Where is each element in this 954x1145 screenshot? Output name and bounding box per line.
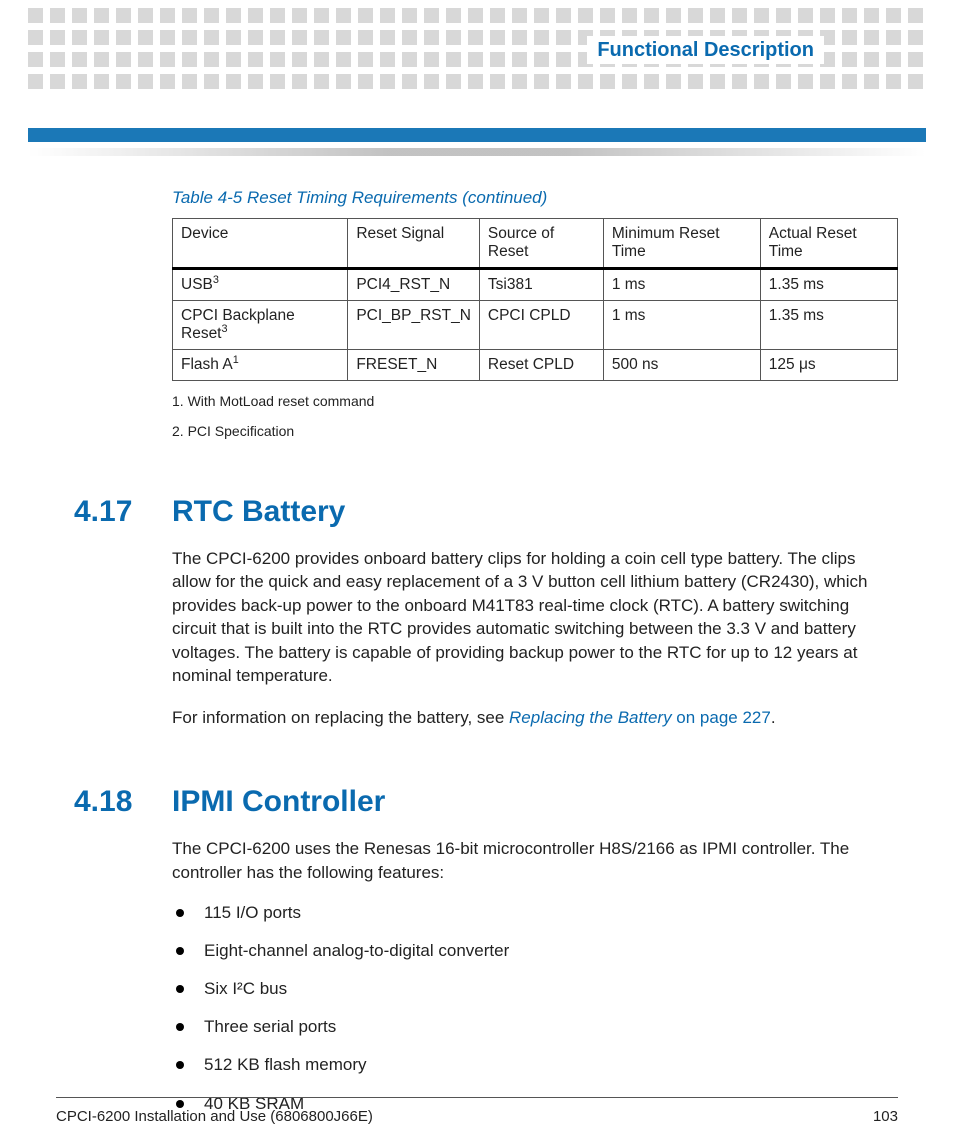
cell-signal: FRESET_N — [348, 350, 480, 381]
body-paragraph: The CPCI-6200 provides onboard battery c… — [172, 547, 898, 688]
body-paragraph: The CPCI-6200 uses the Renesas 16-bit mi… — [172, 837, 898, 884]
cell-min: 1 ms — [603, 269, 760, 301]
table-row: USB3 PCI4_RST_N Tsi381 1 ms 1.35 ms — [173, 269, 898, 301]
section-ipmi-controller: 4.18 IPMI Controller The CPCI-6200 uses … — [172, 785, 898, 1114]
col-min: Minimum Reset Time — [603, 219, 760, 269]
page-footer: CPCI-6200 Installation and Use (6806800J… — [56, 1097, 898, 1125]
footnote: 1. With MotLoad reset command — [172, 393, 898, 409]
table-caption: Table 4-5 Reset Timing Requirements (con… — [172, 188, 898, 208]
table-row: Flash A1 FRESET_N Reset CPLD 500 ns 125 … — [173, 350, 898, 381]
header-bar-gray — [28, 148, 926, 156]
cell-actual: 125 μs — [760, 350, 897, 381]
list-item: Eight-channel analog-to-digital converte… — [176, 940, 898, 962]
cell-actual: 1.35 ms — [760, 301, 897, 350]
cell-signal: PCI_BP_RST_N — [348, 301, 480, 350]
cell-device: Flash A1 — [173, 350, 348, 381]
cell-min: 1 ms — [603, 301, 760, 350]
section-number: 4.18 — [74, 785, 172, 819]
section-title: IPMI Controller — [172, 785, 385, 819]
cell-signal: PCI4_RST_N — [348, 269, 480, 301]
table-footnotes: 1. With MotLoad reset command 2. PCI Spe… — [172, 393, 898, 439]
cross-reference-link[interactable]: on page 227 — [672, 708, 771, 727]
table-row: CPCI Backplane Reset3 PCI_BP_RST_N CPCI … — [173, 301, 898, 350]
col-device: Device — [173, 219, 348, 269]
section-title: RTC Battery — [172, 495, 345, 529]
cell-device: CPCI Backplane Reset3 — [173, 301, 348, 350]
cell-source: CPCI CPLD — [479, 301, 603, 350]
footer-page-number: 103 — [873, 1108, 898, 1125]
header-bar-blue — [28, 128, 926, 142]
cell-source: Tsi381 — [479, 269, 603, 301]
footnote: 2. PCI Specification — [172, 423, 898, 439]
reset-timing-table: Device Reset Signal Source of Reset Mini… — [172, 218, 898, 381]
col-source: Source of Reset — [479, 219, 603, 269]
cell-min: 500 ns — [603, 350, 760, 381]
feature-list: 115 I/O ports Eight-channel analog-to-di… — [172, 902, 898, 1115]
cell-device: USB3 — [173, 269, 348, 301]
col-actual: Actual Reset Time — [760, 219, 897, 269]
section-rtc-battery: 4.17 RTC Battery The CPCI-6200 provides … — [172, 495, 898, 729]
table-header-row: Device Reset Signal Source of Reset Mini… — [173, 219, 898, 269]
list-item: 512 KB flash memory — [176, 1054, 898, 1076]
body-paragraph: For information on replacing the battery… — [172, 706, 898, 729]
footer-doc-id: CPCI-6200 Installation and Use (6806800J… — [56, 1108, 373, 1125]
chapter-title: Functional Description — [597, 39, 814, 62]
list-item: Three serial ports — [176, 1016, 898, 1038]
page-content: Table 4-5 Reset Timing Requirements (con… — [172, 188, 898, 1131]
cell-source: Reset CPLD — [479, 350, 603, 381]
section-number: 4.17 — [74, 495, 172, 529]
cell-actual: 1.35 ms — [760, 269, 897, 301]
header-title-box: Functional Description — [587, 36, 824, 64]
list-item: Six I²C bus — [176, 978, 898, 1000]
cross-reference-link[interactable]: Replacing the Battery — [509, 708, 672, 727]
col-signal: Reset Signal — [348, 219, 480, 269]
list-item: 115 I/O ports — [176, 902, 898, 924]
